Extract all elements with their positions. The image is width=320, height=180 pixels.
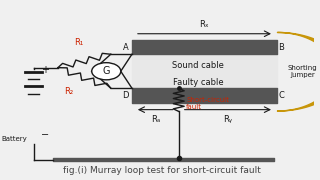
Text: +: + xyxy=(41,65,49,75)
Text: Shorting
Jumper: Shorting Jumper xyxy=(288,65,317,78)
Text: Battery: Battery xyxy=(1,136,27,142)
Text: Sound cable: Sound cable xyxy=(172,61,224,70)
Text: Rᵧ: Rᵧ xyxy=(223,115,232,124)
Circle shape xyxy=(92,63,121,80)
Text: R₁: R₁ xyxy=(75,38,84,47)
Text: Faulty cable: Faulty cable xyxy=(173,78,224,87)
Text: C: C xyxy=(278,91,284,100)
Text: R₂: R₂ xyxy=(64,87,73,96)
Text: D: D xyxy=(123,91,129,100)
Text: B: B xyxy=(278,43,284,52)
Text: fig.(i) Murray loop test for short-circuit fault: fig.(i) Murray loop test for short-circu… xyxy=(63,166,261,175)
Text: Rₐ: Rₐ xyxy=(151,115,160,124)
Text: −: − xyxy=(41,130,49,140)
Text: Short-circuit
fault: Short-circuit fault xyxy=(186,97,229,110)
Text: G: G xyxy=(102,66,110,76)
Text: A: A xyxy=(123,43,129,52)
Text: Rₓ: Rₓ xyxy=(200,20,209,29)
